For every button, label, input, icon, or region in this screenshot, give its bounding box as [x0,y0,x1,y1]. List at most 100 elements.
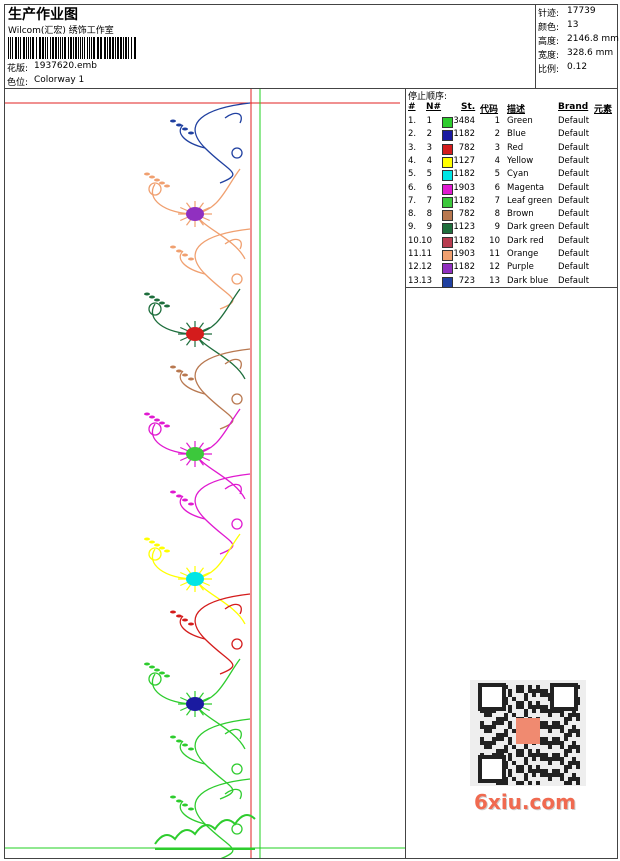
qr-cell [540,725,544,729]
barcode-bar [93,37,95,59]
row-stitches: 1903 [453,249,475,259]
row-index: 2. [408,129,417,140]
row-stitches: 1123 [453,222,475,233]
row-index: 13. [408,275,422,286]
row-description: Green [507,116,533,126]
row-code: 5 [494,169,500,180]
table-header: Brand [558,102,589,112]
qr-cell [560,757,564,761]
decoration [194,473,251,555]
row-needle: 9 [426,222,432,233]
row-stitches: 1182 [453,262,475,273]
qr-cell [560,725,564,729]
decoration [176,799,182,803]
row-description: Dark red [507,235,544,246]
row-index: 5. [408,169,417,180]
barcode-bar [42,37,44,59]
barcode-bar [87,37,88,59]
barcode-bar [60,37,61,59]
barcode-bar [125,37,127,59]
decoration [149,415,155,419]
qr-cell [568,713,572,717]
qr-cell [524,745,528,749]
qr-cell [540,757,544,761]
decoration [144,537,150,541]
qr-cell [540,721,544,725]
barcode-bar [62,37,63,59]
qr-cell [540,709,544,713]
qr-cell [572,725,576,729]
decoration [188,502,194,506]
qr-cell [496,721,500,725]
qr-cell [568,717,572,721]
qr-cell [556,757,560,761]
qr-cell [564,721,568,725]
qr-cell [556,753,560,757]
table-header: # [408,102,416,112]
barcode-bar [134,37,136,59]
decoration [144,412,150,416]
row-needle: 7 [426,195,432,206]
barcode-bar [84,37,85,59]
qr-cell [568,749,572,753]
qr-cell [552,725,556,729]
qr-cell [564,753,568,757]
barcode-bar [97,37,99,59]
decoration [148,422,162,436]
qr-cell [516,685,520,689]
barcode-bar [12,37,13,59]
row-index: 12. [408,262,422,273]
qr-cell [548,757,552,761]
row-index: 1. [408,116,417,126]
barcode-bar [39,37,41,59]
barcode-bar [117,37,119,59]
qr-cell [552,721,556,725]
qr-cell [496,733,500,737]
qr-cell [572,761,576,765]
barcode-bar [80,37,81,59]
decoration [164,424,170,428]
qr-cell [504,745,508,749]
qr-cell [536,701,540,705]
qr-cell [560,713,564,717]
qr-cell [488,725,492,729]
qr-cell [508,721,512,725]
qr-cell [576,781,580,785]
qr-cell [512,745,516,749]
decoration [148,547,162,561]
decoration [231,518,243,530]
row-code: 4 [494,155,500,166]
qr-cell [528,753,532,757]
qr-cell [576,745,580,749]
decoration [188,377,194,381]
decoration [182,373,188,377]
row-needle: 2 [426,129,432,140]
info-value: 2146.8 mm [567,34,619,44]
decoration [170,490,176,494]
qr-cell [528,701,532,705]
decoration [231,273,243,285]
decoration [194,593,251,675]
barcode-bar [64,37,66,59]
color-swatch [442,183,453,195]
qr-cell [564,737,568,741]
barcode-bar [89,37,90,59]
studio: Wilcom(汇宏) 绣饰工作室 [8,26,114,36]
barcode-bar [104,37,106,59]
qr-cell [516,705,520,709]
qr-finder [478,683,506,711]
row-description: Purple [507,262,534,273]
qr-cell [504,749,508,753]
design-area [4,88,406,859]
decoration [231,393,243,405]
row-brand: Default [558,116,590,126]
qr-cell [520,753,524,757]
row-brand: Default [558,182,590,193]
qr-cell [520,705,524,709]
decoration [224,788,242,800]
row-index: 7. [408,195,417,206]
qr-cell [516,689,520,693]
qr-cell [532,769,536,773]
qr-cell [556,737,560,741]
barcode-bar [47,37,48,59]
